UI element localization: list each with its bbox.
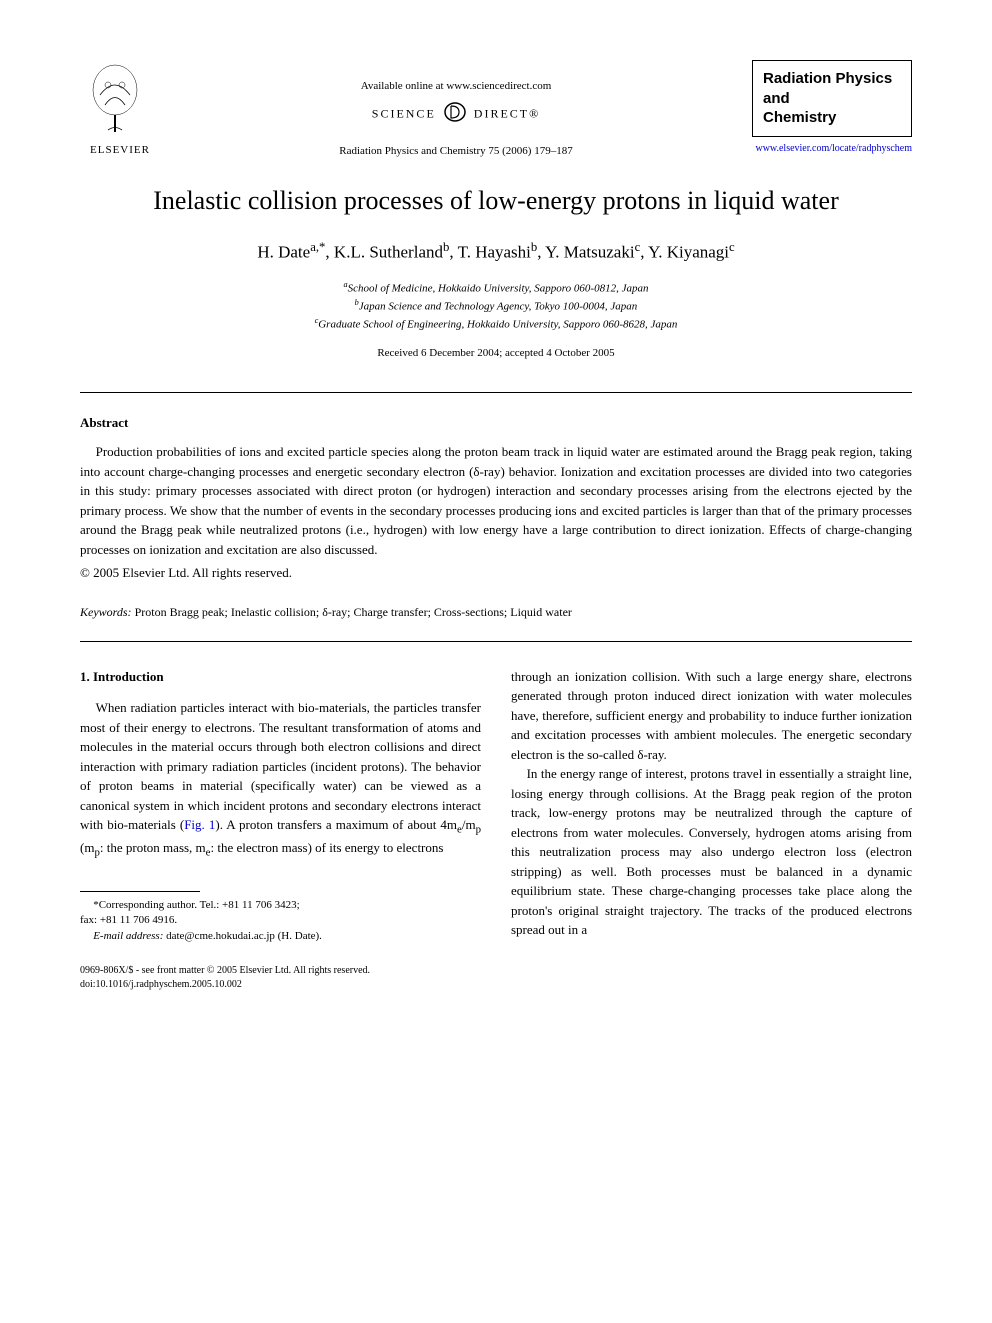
email-footnote: E-mail address: date@cme.hokudai.ac.jp (… bbox=[80, 929, 481, 944]
keywords-label: Keywords: bbox=[80, 605, 132, 619]
publisher-logo: ELSEVIER bbox=[80, 60, 160, 159]
fax-footnote: fax: +81 11 706 4916. bbox=[80, 913, 481, 928]
author-1: H. Date bbox=[257, 242, 310, 261]
right-column: through an ionization collision. With su… bbox=[511, 667, 912, 944]
divider bbox=[80, 392, 912, 393]
affiliation-c: Graduate School of Engineering, Hokkaido… bbox=[318, 319, 677, 331]
journal-title-box: Radiation Physics and Chemistry bbox=[752, 60, 912, 137]
author-3: , T. Hayashi bbox=[449, 242, 531, 261]
author-4: , Y. Matsuzaki bbox=[537, 242, 634, 261]
corresponding-author-footnote: *Corresponding author. Tel.: +81 11 706 … bbox=[80, 898, 481, 913]
affiliations: aSchool of Medicine, Hokkaido University… bbox=[80, 279, 912, 333]
left-column: 1. Introduction When radiation particles… bbox=[80, 667, 481, 944]
journal-name: Radiation Physics and Chemistry bbox=[763, 69, 901, 128]
center-header: Available online at www.sciencedirect.co… bbox=[160, 60, 752, 159]
science-direct-logo: SCIENCE DIRECT® bbox=[160, 101, 752, 128]
body-columns: 1. Introduction When radiation particles… bbox=[80, 667, 912, 944]
email-label: E-mail address: bbox=[93, 930, 163, 942]
keywords: Keywords: Proton Bragg peak; Inelastic c… bbox=[80, 603, 912, 621]
intro-paragraph-2: In the energy range of interest, protons… bbox=[511, 764, 912, 940]
intro-paragraph-1-continued: through an ionization collision. With su… bbox=[511, 667, 912, 765]
footer-doi: doi:10.1016/j.radphyschem.2005.10.002 bbox=[80, 979, 242, 990]
abstract-heading: Abstract bbox=[80, 413, 912, 433]
intro-paragraph-1: When radiation particles interact with b… bbox=[80, 698, 481, 861]
keywords-text: Proton Bragg peak; Inelastic collision; … bbox=[132, 605, 572, 619]
science-direct-text1: SCIENCE bbox=[372, 106, 436, 120]
copyright-text: © 2005 Elsevier Ltd. All rights reserved… bbox=[80, 563, 912, 583]
science-direct-text2: DIRECT® bbox=[474, 106, 540, 120]
header-row: ELSEVIER Available online at www.science… bbox=[80, 60, 912, 159]
affiliation-a: School of Medicine, Hokkaido University,… bbox=[348, 283, 649, 295]
article-title: Inelastic collision processes of low-ene… bbox=[80, 184, 912, 218]
figure-1-link[interactable]: Fig. 1 bbox=[184, 817, 215, 832]
author-5: , Y. Kiyanagi bbox=[640, 242, 729, 261]
available-online-text: Available online at www.sciencedirect.co… bbox=[160, 78, 752, 95]
publisher-name: ELSEVIER bbox=[80, 142, 160, 159]
introduction-heading: 1. Introduction bbox=[80, 667, 481, 687]
footer-copyright: 0969-806X/$ - see front matter © 2005 El… bbox=[80, 965, 370, 976]
footnote-divider bbox=[80, 891, 200, 892]
article-dates: Received 6 December 2004; accepted 4 Oct… bbox=[80, 345, 912, 362]
elsevier-tree-icon bbox=[80, 60, 150, 140]
abstract-text: Production probabilities of ions and exc… bbox=[80, 442, 912, 559]
sciencedirect-d-icon bbox=[441, 101, 469, 128]
divider bbox=[80, 641, 912, 642]
email-address: date@cme.hokudai.ac.jp (H. Date). bbox=[163, 930, 322, 942]
affiliation-b: Japan Science and Technology Agency, Tok… bbox=[359, 301, 638, 313]
journal-box-container: Radiation Physics and Chemistry www.else… bbox=[752, 60, 912, 156]
author-2: , K.L. Sutherland bbox=[325, 242, 443, 261]
journal-url-link[interactable]: www.elsevier.com/locate/radphyschem bbox=[752, 141, 912, 156]
journal-citation: Radiation Physics and Chemistry 75 (2006… bbox=[160, 143, 752, 160]
authors-list: H. Datea,*, K.L. Sutherlandb, T. Hayashi… bbox=[80, 238, 912, 265]
page-footer: 0969-806X/$ - see front matter © 2005 El… bbox=[80, 964, 912, 992]
